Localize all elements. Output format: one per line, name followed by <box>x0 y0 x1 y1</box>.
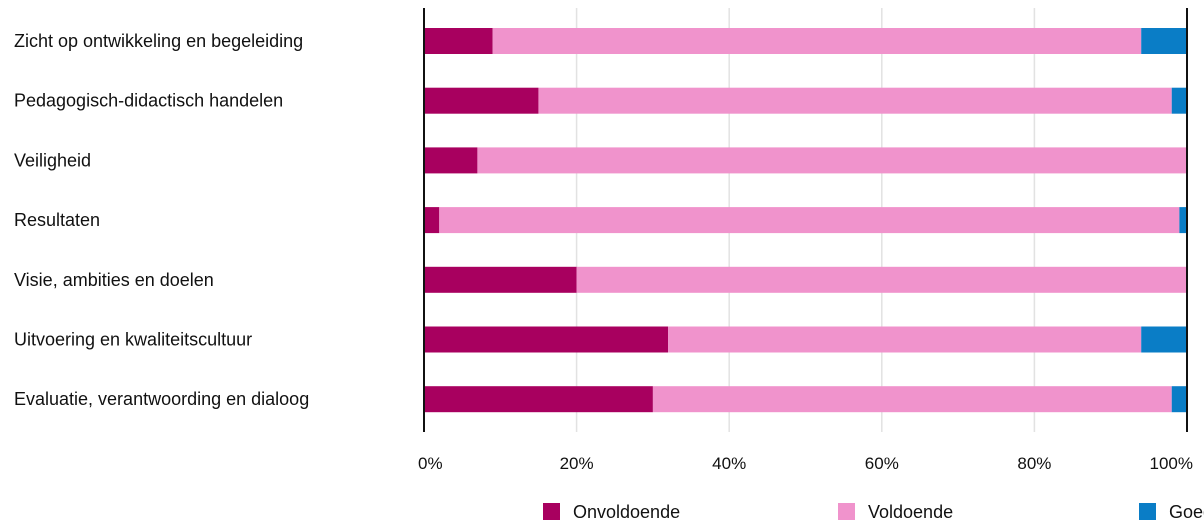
category-label: Pedagogisch-didactisch handelen <box>14 91 283 111</box>
x-tick-label: 60% <box>865 454 899 473</box>
category-label: Zicht op ontwikkeling en begeleiding <box>14 31 303 51</box>
category-labels: Zicht op ontwikkeling en begeleiding Peda… <box>14 31 309 409</box>
bar-onvoldoende <box>424 147 478 174</box>
x-tick-label: 100% <box>1150 454 1193 473</box>
bar-goed <box>1171 87 1187 114</box>
legend-swatch-voldoende <box>838 503 855 520</box>
bar-onvoldoende <box>424 87 539 114</box>
bar-goed <box>1179 207 1187 234</box>
legend-label-onvoldoende: Onvoldoende <box>573 502 680 521</box>
legend-label-voldoende: Voldoende <box>868 502 953 521</box>
category-label: Evaluatie, verantwoording en dialoog <box>14 389 309 409</box>
legend-swatch-goed <box>1139 503 1156 520</box>
bar-onvoldoende <box>424 326 669 353</box>
bar-onvoldoende <box>424 207 440 234</box>
bar-onvoldoende <box>424 28 493 54</box>
x-tick-label: 20% <box>560 454 594 473</box>
bar-voldoende <box>492 28 1142 54</box>
x-tick-label: 0% <box>418 454 443 473</box>
category-label: Uitvoering en kwaliteitscultuur <box>14 330 252 350</box>
legend-label-goed: Goed <box>1169 502 1204 521</box>
bar-goed <box>1141 326 1187 353</box>
bar-voldoende <box>668 326 1142 353</box>
x-tick-labels: 0% 20% 40% 60% 80% 100% <box>418 454 1193 473</box>
bar-onvoldoende <box>424 266 577 293</box>
bar-onvoldoende <box>424 386 653 413</box>
x-tick-label: 40% <box>712 454 746 473</box>
bar-goed <box>1141 28 1187 54</box>
x-tick-label: 80% <box>1017 454 1051 473</box>
legend: Onvoldoende Voldoende Goed <box>543 502 1204 521</box>
category-label: Veiligheid <box>14 150 91 170</box>
category-label: Visie, ambities en doelen <box>14 270 214 290</box>
bar-goed <box>1171 386 1187 413</box>
bar-voldoende <box>652 386 1172 413</box>
bars <box>424 28 1187 413</box>
bar-voldoende <box>477 147 1187 174</box>
legend-swatch-onvoldoende <box>543 503 560 520</box>
bar-voldoende <box>439 207 1180 234</box>
bar-voldoende <box>538 87 1172 114</box>
axes <box>423 8 1188 432</box>
category-label: Resultaten <box>14 210 100 230</box>
bar-voldoende <box>576 266 1187 293</box>
